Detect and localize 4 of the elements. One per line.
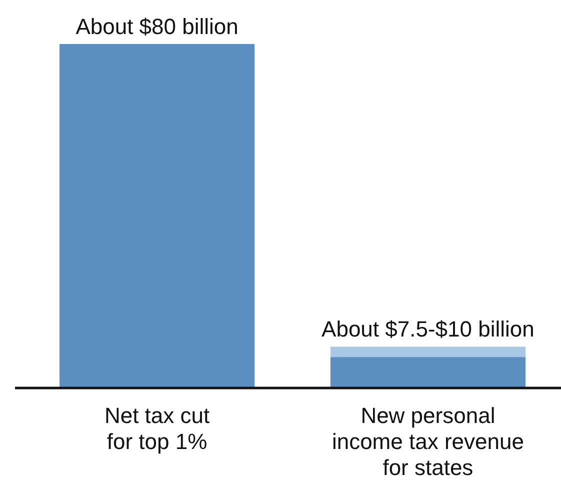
x-tick-label: New personal income tax revenue for states (332, 403, 524, 480)
x-tick-label: Net tax cut for top 1% (104, 403, 210, 454)
total-label: About $7.5-$10 billion (322, 316, 534, 342)
total-label: About $80 billion (76, 14, 238, 39)
